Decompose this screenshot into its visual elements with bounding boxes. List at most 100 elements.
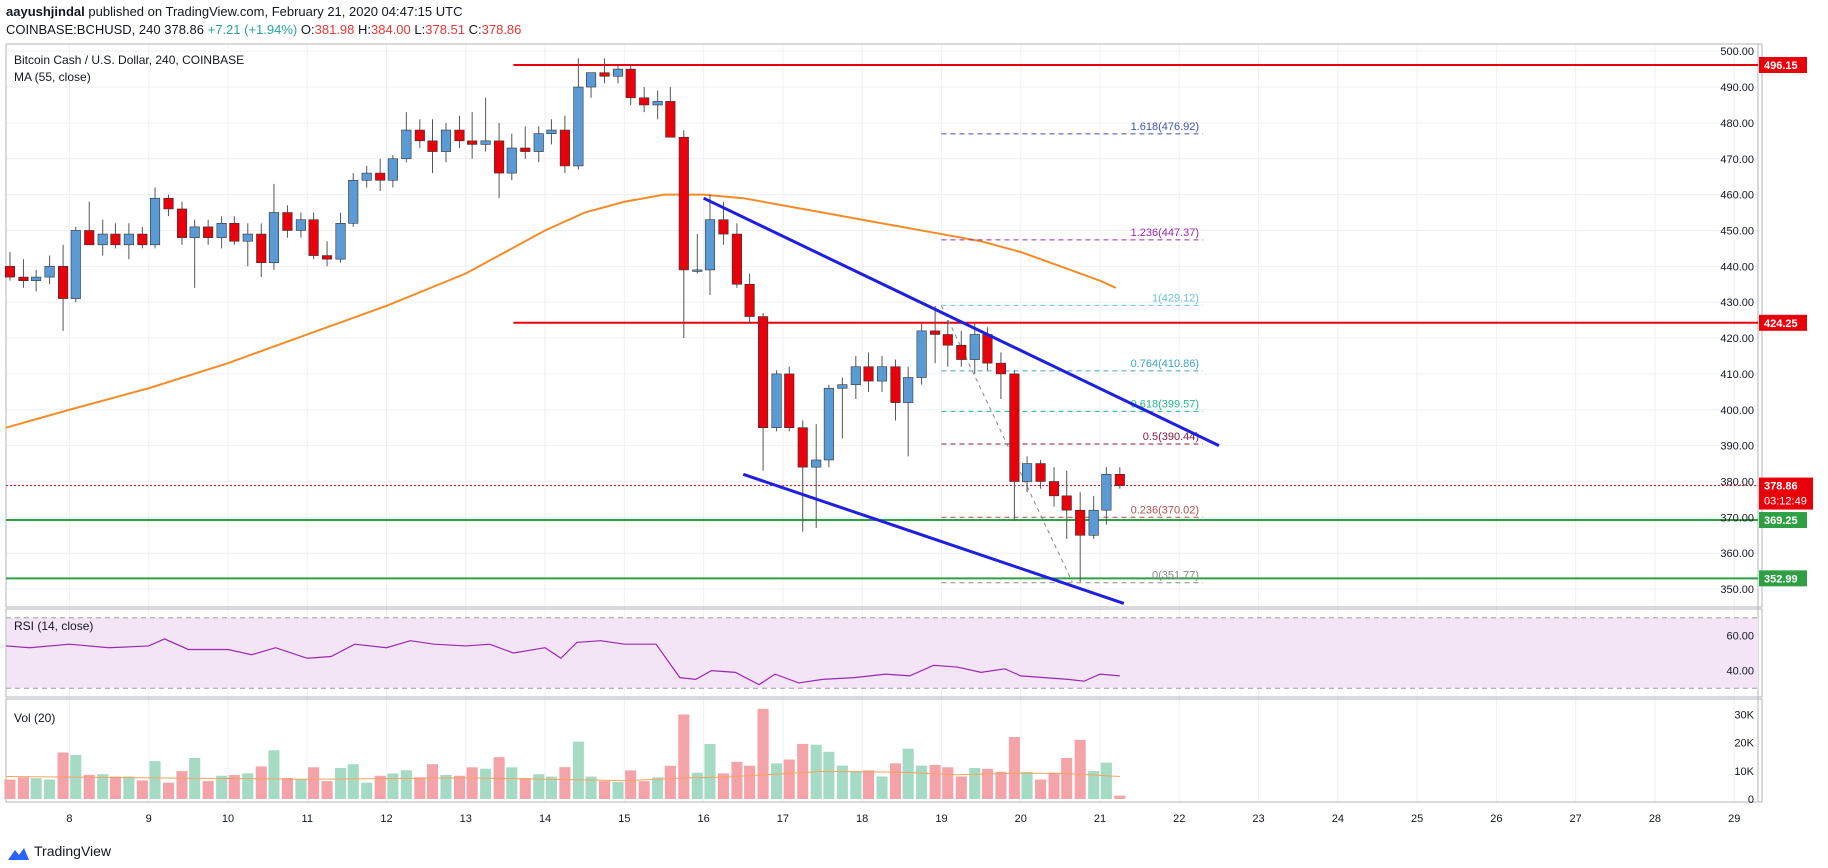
candle[interactable] (612, 65, 624, 84)
volume-bar[interactable] (374, 775, 386, 799)
volume-bar[interactable] (652, 777, 664, 799)
candle[interactable] (387, 155, 398, 188)
volume-bar[interactable] (995, 771, 1007, 799)
fibonacci-retracement[interactable]: 1.618(476.92) 1.236(447.37) 1(429.12) 0.764… (941, 121, 1204, 584)
candle[interactable] (1009, 370, 1020, 521)
volume-bar[interactable] (902, 748, 914, 799)
candle[interactable] (823, 384, 834, 468)
candle[interactable] (837, 377, 848, 439)
volume-bar[interactable] (823, 751, 835, 799)
channel-trend-line[interactable] (702, 196, 1220, 447)
volume-bar[interactable] (783, 759, 795, 799)
volume-bar[interactable] (1061, 757, 1073, 799)
candle[interactable] (335, 212, 346, 263)
volume-bar[interactable] (1008, 737, 1020, 799)
volume-bar[interactable] (149, 761, 161, 799)
volume-bar[interactable] (414, 777, 426, 799)
candle[interactable] (771, 370, 782, 432)
volume-bar[interactable] (242, 773, 254, 799)
author-name[interactable]: aayushjindal (6, 4, 85, 19)
candle[interactable] (123, 223, 134, 260)
volume-bar[interactable] (664, 765, 676, 799)
candle[interactable] (863, 352, 874, 392)
volume-bar[interactable] (17, 777, 29, 799)
candle[interactable] (44, 255, 55, 285)
candle[interactable] (520, 126, 531, 159)
volume-bar[interactable] (453, 775, 466, 799)
candle[interactable] (18, 259, 29, 288)
volume-bar[interactable] (1100, 762, 1112, 799)
candle[interactable] (467, 112, 478, 159)
volume-bar[interactable] (797, 743, 809, 799)
channel-trend-line[interactable] (742, 472, 1125, 605)
candle[interactable] (361, 165, 372, 188)
rsi-pane[interactable] (5, 617, 1758, 689)
candle[interactable] (559, 115, 570, 174)
candle[interactable] (1048, 467, 1060, 507)
volume-bar[interactable] (268, 750, 280, 799)
volume-bar[interactable] (836, 765, 848, 799)
candle[interactable] (573, 58, 584, 170)
candle[interactable] (427, 119, 438, 174)
volume-bar[interactable] (255, 766, 267, 799)
volume-bar[interactable] (228, 775, 240, 799)
candle[interactable] (916, 323, 927, 385)
volume-pane[interactable] (4, 708, 1126, 799)
candle[interactable] (84, 201, 95, 246)
volume-bar[interactable] (30, 778, 42, 799)
channel-lines[interactable] (702, 196, 1220, 605)
candle[interactable] (546, 119, 557, 145)
volume-bar[interactable] (136, 780, 148, 799)
candle[interactable] (163, 194, 174, 217)
volume-bar[interactable] (1074, 739, 1086, 799)
volume-bar[interactable] (480, 768, 492, 799)
candle[interactable] (956, 330, 967, 367)
candle[interactable] (903, 366, 914, 457)
candle[interactable] (1114, 467, 1125, 489)
volume-bar[interactable] (347, 764, 359, 799)
candle[interactable] (256, 223, 267, 278)
candle[interactable] (942, 320, 953, 367)
candle[interactable] (494, 122, 505, 199)
volume-bar[interactable] (334, 768, 347, 799)
candle[interactable] (969, 323, 980, 374)
legend-title[interactable]: Bitcoin Cash / U.S. Dollar, 240, COINBAS… (14, 53, 244, 67)
volume-bar[interactable] (44, 779, 56, 799)
volume-bar[interactable] (308, 767, 320, 799)
volume-bar[interactable] (625, 770, 637, 799)
candle[interactable] (4, 251, 16, 281)
footer-brand[interactable]: TradingView (34, 843, 112, 859)
volume-bar[interactable] (202, 781, 214, 799)
candle[interactable] (533, 126, 544, 163)
candle[interactable] (744, 273, 755, 324)
volume-bar[interactable] (1021, 771, 1033, 799)
volume-bar[interactable] (216, 775, 228, 799)
volume-bar[interactable] (109, 776, 121, 799)
candle[interactable] (229, 216, 240, 245)
volume-bar[interactable] (1035, 779, 1047, 799)
candle[interactable] (110, 223, 121, 249)
candle[interactable] (176, 201, 188, 245)
candle[interactable] (308, 212, 319, 260)
volume-bar[interactable] (981, 768, 993, 799)
candle[interactable] (995, 352, 1006, 400)
volume-bar[interactable] (717, 773, 729, 799)
volume-bar[interactable] (176, 771, 188, 799)
candle[interactable] (401, 112, 412, 163)
volume-bar[interactable] (744, 765, 756, 799)
volume-bar[interactable] (559, 767, 571, 799)
candle[interactable] (599, 58, 610, 84)
volume-bar[interactable] (771, 763, 783, 799)
volume-bar[interactable] (942, 767, 954, 799)
volume-bar[interactable] (1114, 795, 1126, 799)
volume-bar[interactable] (400, 770, 412, 799)
candle[interactable] (282, 205, 293, 238)
candle[interactable] (242, 223, 253, 267)
volume-bar[interactable] (123, 776, 135, 799)
volume-bar[interactable] (361, 782, 373, 799)
candle[interactable] (375, 158, 386, 192)
candle[interactable] (930, 305, 941, 364)
volume-bar[interactable] (572, 741, 584, 799)
legend-ma[interactable]: MA (55, close) (14, 70, 91, 84)
volume-bar[interactable] (387, 773, 399, 799)
